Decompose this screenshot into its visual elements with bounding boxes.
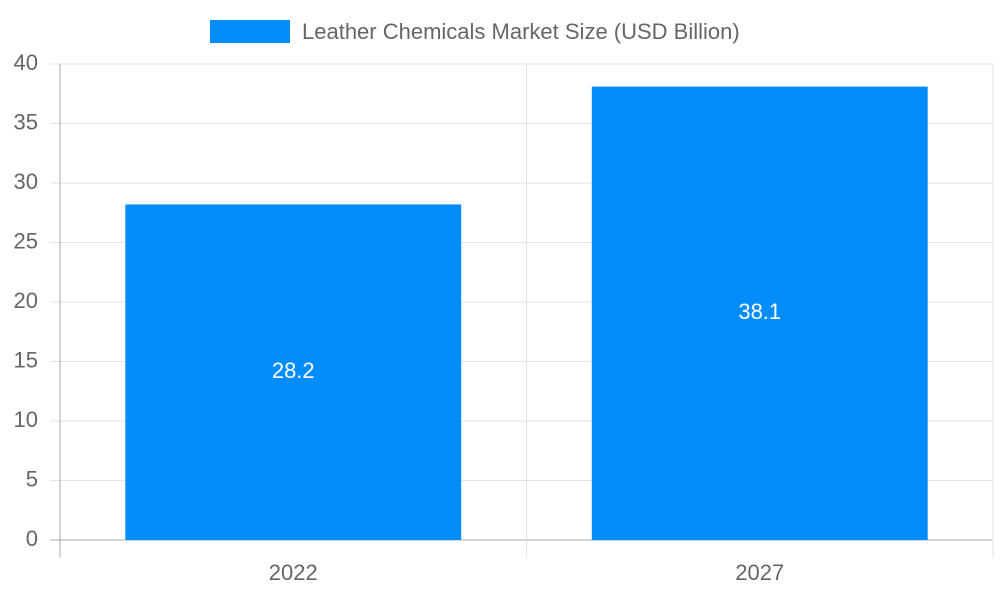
data-label: 28.2 <box>272 358 315 383</box>
x-tick-label: 2022 <box>269 560 318 585</box>
data-label: 38.1 <box>738 299 781 324</box>
x-tick-label: 2027 <box>735 560 784 585</box>
y-tick-label: 30 <box>14 169 38 194</box>
legend-label: Leather Chemicals Market Size (USD Billi… <box>302 19 740 44</box>
y-tick-label: 40 <box>14 50 38 75</box>
y-tick-label: 15 <box>14 347 38 372</box>
y-tick-label: 5 <box>26 466 38 491</box>
y-tick-label: 0 <box>26 526 38 551</box>
y-tick-label: 25 <box>14 228 38 253</box>
y-tick-label: 35 <box>14 109 38 134</box>
y-tick-label: 20 <box>14 288 38 313</box>
bar <box>591 86 928 541</box>
y-tick-label: 10 <box>14 407 38 432</box>
legend-swatch <box>210 20 290 43</box>
bar <box>125 204 462 541</box>
